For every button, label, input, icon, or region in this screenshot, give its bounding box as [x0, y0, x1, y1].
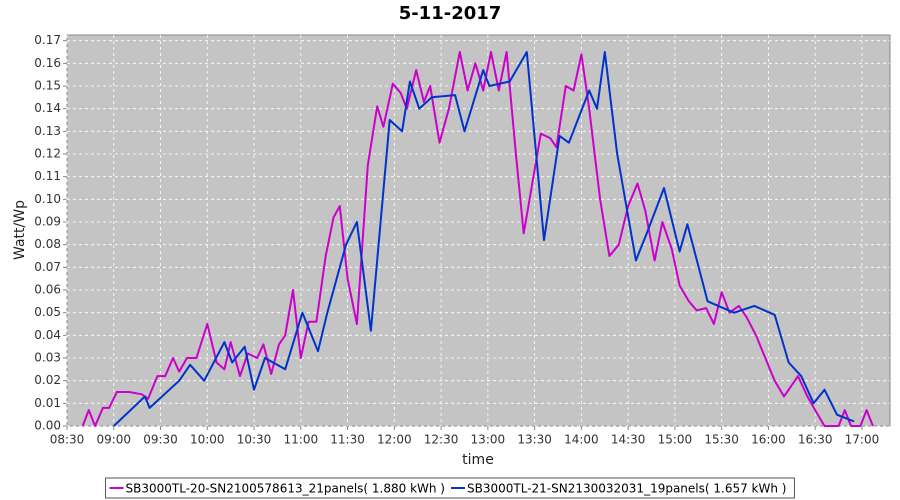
chart-title: 5-11-2017: [399, 3, 502, 24]
y-tick-label: 0.13: [34, 124, 61, 138]
y-tick-label: 0.17: [34, 33, 61, 47]
legend-text: SB3000TL-21-SN2130032031_19panels( 1.657…: [467, 482, 786, 496]
series-line: [113, 51, 855, 427]
y-tick-label: 0.12: [34, 147, 61, 161]
y-tick-label: 0.04: [34, 328, 61, 342]
y-tick-label: 0.09: [34, 215, 61, 229]
x-tick-label: 12:00: [377, 433, 412, 447]
y-tick-label: 0.14: [34, 101, 61, 115]
plot-area: [66, 34, 891, 427]
y-tick-label: 0.06: [34, 283, 61, 297]
y-axis-label: Watt/Wp: [12, 200, 28, 260]
y-tick-label: 0.10: [34, 192, 61, 206]
y-tick-label: 0.08: [34, 237, 61, 251]
x-axis-label: time: [462, 452, 494, 468]
x-tick-label: 16:00: [751, 433, 786, 447]
x-tick-label: 15:00: [658, 433, 693, 447]
x-tick-label: 15:30: [704, 433, 739, 447]
legend-box: [105, 477, 795, 499]
x-tick-label: 14:30: [611, 433, 646, 447]
x-tick-label: 14:00: [564, 433, 599, 447]
legend: SB3000TL-20-SN2100578613_21panels( 1.880…: [105, 477, 795, 499]
x-tick-label: 09:30: [143, 433, 178, 447]
x-tick-label: 11:30: [330, 433, 365, 447]
x-tick-label: 12:30: [424, 433, 459, 447]
x-tick-label: 11:00: [284, 433, 319, 447]
x-tick-label: 09:00: [96, 433, 131, 447]
y-tick-label: 0.01: [34, 396, 61, 410]
y-tick-label: 0.00: [34, 419, 61, 433]
legend-text: SB3000TL-20-SN2100578613_21panels( 1.880…: [126, 482, 445, 496]
series-line: [81, 51, 874, 427]
y-tick-label: 0.15: [34, 79, 61, 93]
x-tick-label: 16:30: [798, 433, 833, 447]
y-tick-label: 0.05: [34, 305, 61, 319]
y-tick-label: 0.07: [34, 260, 61, 274]
y-tick-label: 0.02: [34, 373, 61, 387]
y-tick-label: 0.16: [34, 56, 61, 70]
y-tick-label: 0.11: [34, 169, 61, 183]
x-tick-label: 10:30: [237, 433, 272, 447]
x-tick-label: 17:00: [845, 433, 880, 447]
y-tick-label: 0.03: [34, 351, 61, 365]
x-tick-label: 13:00: [471, 433, 506, 447]
x-tick-label: 08:30: [50, 433, 85, 447]
x-tick-label: 13:30: [517, 433, 552, 447]
x-tick-label: 10:00: [190, 433, 225, 447]
